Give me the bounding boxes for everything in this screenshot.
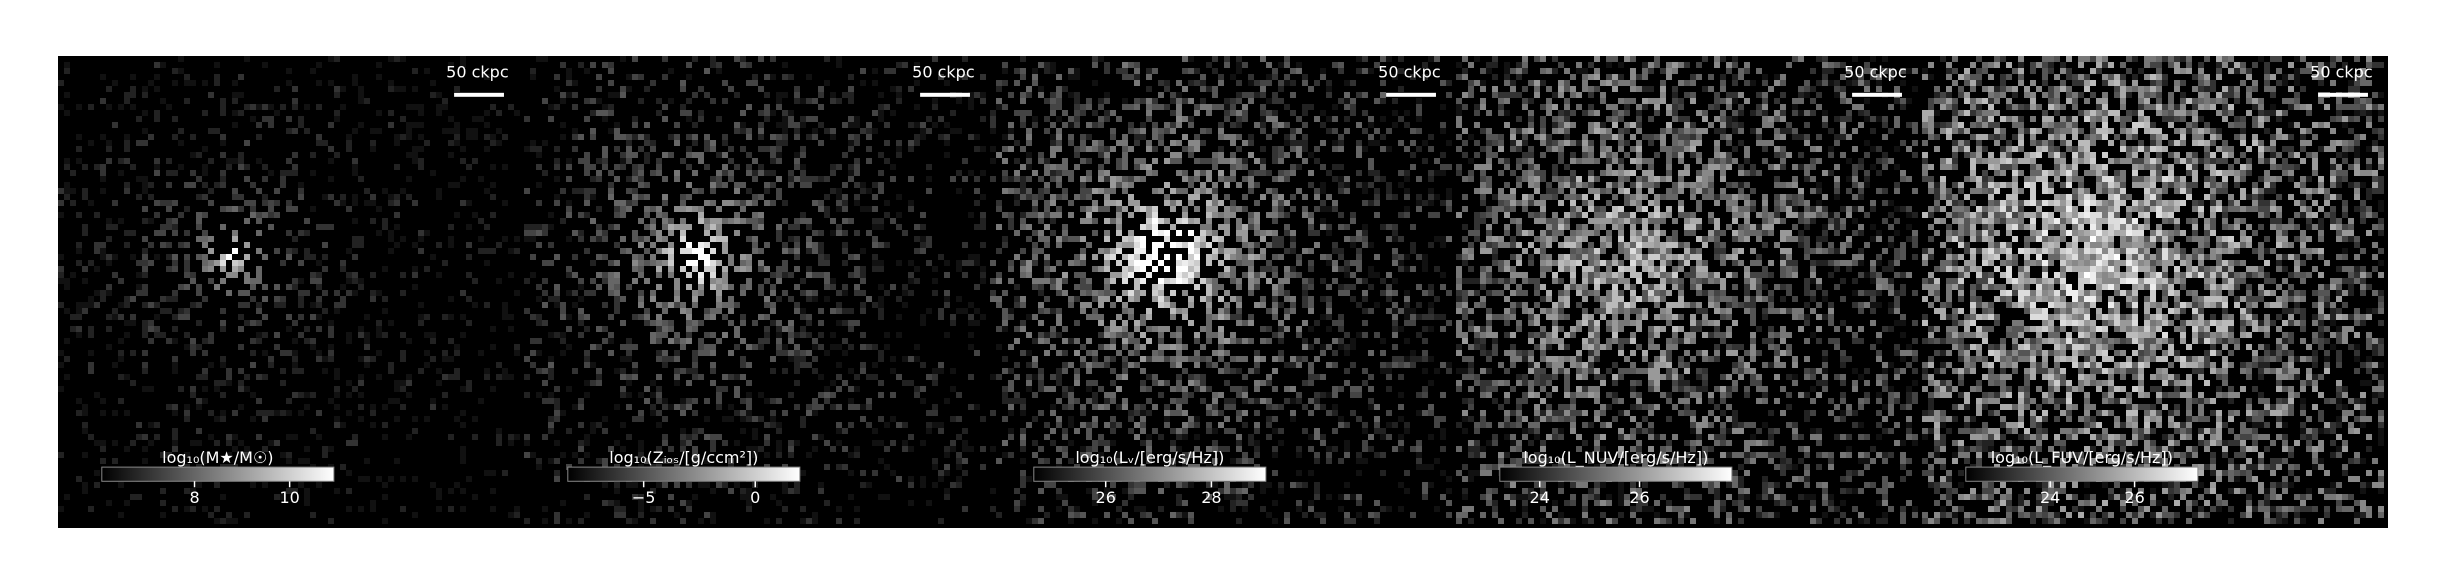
colorbar-tick-label: 8 — [189, 488, 199, 507]
scalebar-label: 50 ckpc — [1844, 62, 1906, 81]
pixel-map — [990, 56, 1452, 524]
colorbar-label: log₁₀(L_NUV/[erg/s/Hz]) — [1523, 448, 1708, 468]
scalebar — [1386, 92, 1436, 97]
pixel-map — [668, 236, 716, 278]
pixel-map — [202, 230, 262, 290]
pixel-map — [1104, 206, 1218, 308]
pixel-map — [1922, 56, 2384, 524]
panel: 50 ckpc log₁₀(L_FUV/[erg/s/Hz]) 24 26 — [1922, 56, 2388, 528]
colorbar — [101, 466, 335, 482]
colorbar-tick-label: 26 — [1096, 488, 1116, 507]
pixel-map — [1922, 56, 2384, 524]
colorbar-tick-label: 24 — [2040, 488, 2060, 507]
pixel-map — [1922, 56, 2384, 524]
scalebar — [454, 92, 504, 97]
pixel-map — [172, 206, 292, 302]
pixel-map — [1456, 56, 1918, 524]
pixel-map — [1134, 218, 1200, 284]
colorbar-tick-label: 26 — [1629, 488, 1649, 507]
pixel-map — [1922, 56, 2384, 524]
pixel-map — [668, 206, 746, 302]
colorbar — [1499, 466, 1733, 482]
scalebar-label: 50 ckpc — [446, 62, 508, 81]
panel: 50 ckpc log₁₀(M★/M☉) 8 10 — [58, 56, 524, 528]
pixel-map — [58, 62, 472, 458]
colorbar — [567, 466, 801, 482]
pixel-map — [1104, 200, 1230, 314]
colorbar-label: log₁₀(Zᵢₒₛ/[g/ccm²]) — [609, 448, 758, 467]
panel-background — [58, 56, 524, 528]
pixel-map — [524, 56, 986, 524]
pixel-map — [1128, 224, 1194, 284]
pixel-map — [990, 56, 1452, 518]
colorbar — [1965, 466, 2199, 482]
pixel-map — [1922, 56, 2384, 524]
scalebar-label: 50 ckpc — [2310, 62, 2372, 81]
pixel-map — [58, 56, 520, 524]
scalebar-label: 50 ckpc — [912, 62, 974, 81]
pixel-map — [220, 260, 226, 266]
pixel-map — [1576, 206, 1678, 308]
pixel-map — [1922, 56, 2384, 524]
scalebar — [920, 92, 970, 97]
colorbar-label: log₁₀(Lᵥ/[erg/s/Hz]) — [1075, 448, 1224, 467]
pixel-map — [1456, 56, 1918, 524]
pixel-map — [1952, 116, 2234, 404]
colorbar-tick-label: 10 — [279, 488, 299, 507]
pixel-map — [656, 212, 728, 290]
pixel-map — [686, 242, 710, 266]
colorbar-tick-label: 0 — [750, 488, 760, 507]
colorbar-tick-label: −5 — [632, 488, 656, 507]
pixel-map — [1922, 56, 2384, 524]
pixel-map — [208, 242, 250, 272]
colorbar-label: log₁₀(L_FUV/[erg/s/Hz]) — [1991, 448, 2173, 468]
colorbar-tick-label: 28 — [1201, 488, 1221, 507]
pixel-map — [614, 170, 770, 344]
pixel-map — [2042, 200, 2156, 308]
pixel-map — [1456, 56, 1912, 524]
pixel-map — [232, 260, 238, 266]
pixel-map — [232, 236, 250, 272]
pixel-map — [1456, 56, 1918, 524]
colorbar-tick-label: 26 — [2124, 488, 2144, 507]
colorbar-tick-label: 24 — [1530, 488, 1550, 507]
colorbar — [1033, 466, 1267, 482]
colorbar-label: log₁₀(M★/M☉) — [162, 448, 273, 467]
scalebar — [1852, 92, 1902, 97]
pixel-map — [1630, 242, 1642, 266]
pixel-map — [1988, 170, 2204, 344]
pixel-map — [698, 242, 704, 278]
pixel-map — [1922, 74, 2282, 434]
panel: 50 ckpc log₁₀(Zᵢₒₛ/[g/ccm²]) −5 0 — [524, 56, 990, 528]
panel: 50 ckpc log₁₀(Lᵥ/[erg/s/Hz]) 26 28 — [990, 56, 1456, 528]
panel: 50 ckpc log₁₀(L_NUV/[erg/s/Hz]) 24 26 — [1456, 56, 1922, 528]
pixel-map — [524, 56, 986, 524]
pixel-map — [990, 56, 1452, 524]
pixel-map — [226, 248, 238, 260]
scalebar-label: 50 ckpc — [1378, 62, 1440, 81]
pixel-map — [2084, 236, 2120, 278]
scalebar — [2318, 92, 2368, 97]
pixel-map — [524, 56, 980, 518]
